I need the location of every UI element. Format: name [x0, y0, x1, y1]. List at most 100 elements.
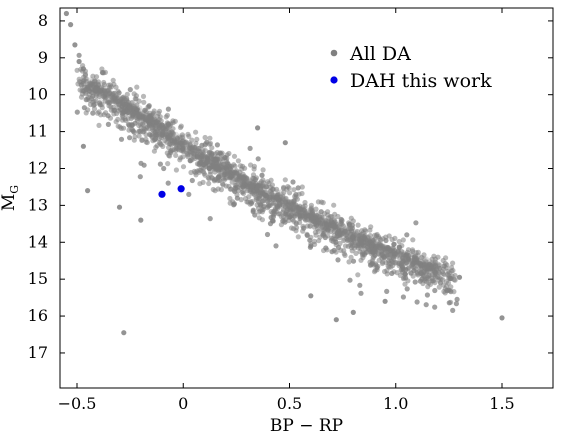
da-point	[237, 169, 243, 176]
da-point	[287, 206, 293, 212]
da-point	[347, 221, 353, 227]
da-point	[296, 205, 302, 212]
da-point	[129, 122, 135, 128]
da-point	[178, 123, 184, 129]
da-point	[355, 222, 361, 228]
da-point	[299, 184, 305, 190]
da-point	[425, 265, 431, 271]
da-point	[187, 158, 193, 164]
da-point	[96, 122, 102, 128]
da-point	[341, 251, 347, 257]
da-point	[68, 22, 74, 28]
da-point	[423, 256, 429, 262]
da-point	[427, 281, 434, 287]
da-point	[333, 239, 339, 245]
da-point	[121, 330, 127, 336]
da-point	[370, 255, 376, 261]
y-tick-label: 9	[38, 48, 48, 67]
da-point	[186, 191, 192, 197]
da-point	[110, 77, 116, 83]
da-point	[286, 217, 292, 224]
da-point	[317, 220, 323, 226]
da-point	[102, 90, 108, 96]
da-point	[207, 135, 213, 141]
da-point	[397, 272, 403, 278]
da-point	[300, 213, 306, 219]
da-point	[96, 109, 102, 115]
da-point	[350, 234, 356, 240]
da-point	[432, 287, 438, 294]
da-point	[142, 127, 148, 133]
da-point	[404, 286, 410, 292]
da-point	[189, 177, 195, 184]
da-point	[165, 161, 171, 167]
da-point	[229, 179, 235, 185]
da-point	[169, 129, 175, 135]
da-point	[436, 284, 442, 290]
da-point	[450, 307, 456, 313]
da-point	[400, 255, 406, 261]
da-point	[364, 240, 370, 246]
da-point	[376, 235, 382, 241]
da-point	[348, 254, 354, 260]
da-point	[389, 270, 395, 276]
da-point	[331, 247, 337, 253]
da-point	[391, 250, 397, 256]
da-point	[417, 278, 423, 284]
da-point	[308, 217, 314, 223]
da-point	[186, 133, 192, 139]
da-point	[215, 165, 221, 171]
da-point	[358, 290, 364, 296]
da-point	[227, 163, 233, 169]
da-point	[299, 190, 305, 197]
da-point	[149, 127, 156, 133]
da-point	[255, 156, 261, 162]
da-point	[317, 234, 323, 240]
da-point	[206, 150, 213, 156]
da-point	[138, 160, 144, 166]
da-point	[265, 179, 271, 185]
da-point	[205, 155, 211, 161]
da-point	[165, 121, 171, 128]
da-point	[255, 125, 261, 131]
da-point	[293, 221, 299, 227]
da-point	[132, 134, 138, 140]
y-tick-label: 11	[28, 122, 48, 141]
da-point	[446, 300, 452, 306]
da-point	[258, 179, 264, 185]
da-point	[313, 214, 319, 220]
da-point	[308, 243, 314, 249]
da-point	[304, 232, 310, 238]
da-point	[120, 100, 126, 106]
da-point	[302, 199, 308, 206]
da-point	[168, 148, 174, 154]
da-point	[92, 86, 98, 92]
da-point	[334, 233, 340, 239]
da-point	[199, 164, 205, 170]
da-point	[323, 245, 329, 251]
da-point	[377, 245, 383, 251]
da-point	[374, 265, 380, 271]
da-point	[234, 177, 240, 183]
da-point	[187, 141, 193, 148]
da-point	[313, 206, 319, 212]
da-point	[332, 219, 338, 225]
da-point	[421, 252, 427, 258]
da-point	[319, 214, 325, 220]
da-point	[164, 112, 170, 118]
da-point	[405, 247, 412, 253]
da-point	[184, 152, 190, 158]
da-point	[409, 247, 416, 253]
da-point	[207, 169, 214, 175]
da-point	[239, 189, 245, 195]
da-point	[385, 245, 391, 251]
da-point	[116, 204, 123, 210]
legend-marker-dah	[330, 76, 338, 84]
da-point	[232, 163, 238, 169]
da-point	[220, 182, 226, 188]
da-point	[355, 245, 361, 251]
da-point	[350, 309, 356, 315]
da-point	[233, 182, 239, 188]
da-point	[74, 109, 80, 115]
da-point	[91, 81, 97, 87]
